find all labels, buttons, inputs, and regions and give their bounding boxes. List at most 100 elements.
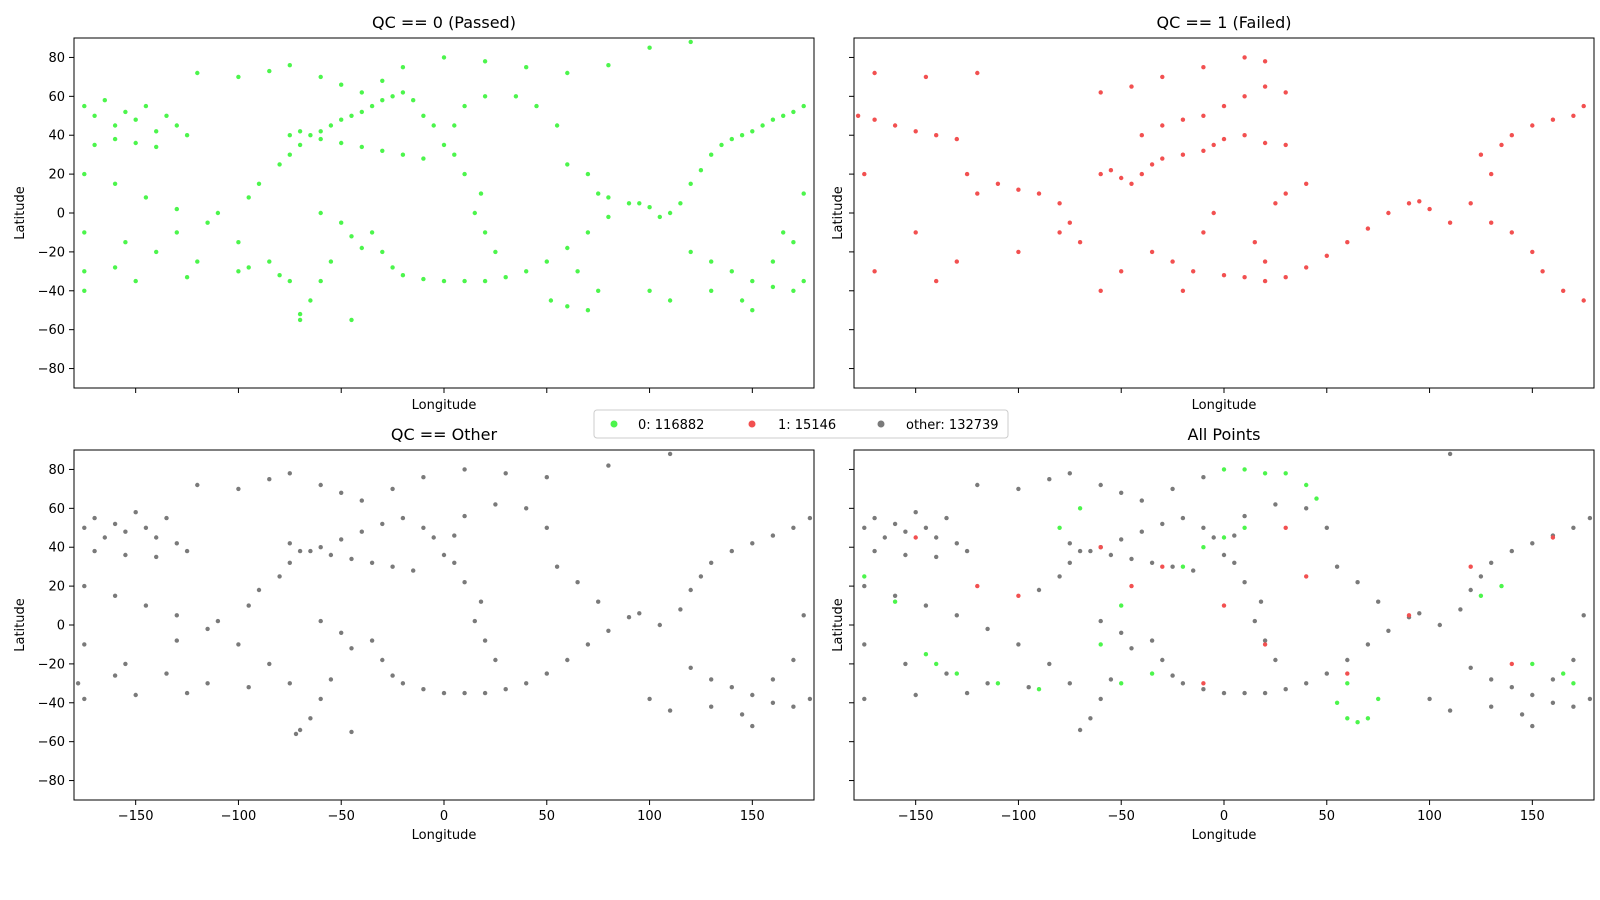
- data-point: [1098, 90, 1103, 95]
- data-point: [318, 545, 323, 550]
- data-point: [308, 548, 313, 554]
- data-point: [565, 657, 570, 663]
- data-point: [524, 269, 529, 274]
- data-point: [1571, 113, 1576, 119]
- data-point: [1201, 230, 1206, 235]
- scatter-points: [82, 39, 806, 323]
- data-point: [195, 259, 200, 264]
- legend-marker-other: [877, 420, 885, 428]
- data-point: [308, 133, 313, 138]
- data-point: [421, 156, 426, 161]
- data-point: [1129, 84, 1134, 89]
- data-point: [380, 657, 385, 663]
- data-point: [781, 113, 786, 119]
- data-point: [369, 230, 375, 235]
- data-point: [318, 482, 323, 488]
- data-point: [339, 220, 344, 225]
- data-point: [339, 82, 344, 87]
- data-point: [1509, 661, 1515, 667]
- data-point: [565, 70, 570, 76]
- data-point: [750, 129, 755, 134]
- data-point: [328, 259, 334, 264]
- x-tick-label: 0: [1220, 809, 1228, 824]
- data-point: [318, 618, 323, 624]
- data-point: [349, 113, 354, 119]
- data-point: [1067, 220, 1073, 225]
- data-point: [892, 599, 898, 604]
- data-point: [154, 129, 159, 134]
- data-point: [328, 552, 334, 558]
- data-point: [1262, 140, 1268, 146]
- data-point: [318, 136, 323, 142]
- data-point: [143, 103, 149, 109]
- y-tick-label: 0: [57, 207, 65, 222]
- data-point: [390, 265, 395, 270]
- data-point: [174, 206, 179, 212]
- data-point: [92, 515, 97, 521]
- legend: 0: 116882 1: 15146 other: 132739: [593, 409, 1009, 439]
- data-point: [1262, 471, 1268, 476]
- data-point: [1139, 498, 1145, 503]
- data-point: [709, 560, 714, 565]
- data-point: [1561, 671, 1566, 676]
- data-point: [565, 245, 570, 251]
- data-point: [1242, 513, 1247, 519]
- data-point: [1262, 690, 1268, 696]
- data-point: [903, 529, 908, 534]
- data-point: [862, 525, 867, 530]
- data-point: [205, 220, 210, 225]
- data-point: [1221, 552, 1227, 558]
- data-point: [657, 622, 662, 628]
- data-point: [791, 525, 796, 530]
- data-point: [637, 611, 642, 616]
- axes-frame: [853, 449, 1595, 801]
- data-point: [246, 685, 251, 690]
- data-point: [246, 265, 251, 270]
- data-point: [1098, 696, 1103, 702]
- data-point: [585, 171, 591, 177]
- data-point: [1406, 613, 1412, 618]
- data-point: [1324, 253, 1330, 258]
- data-point: [709, 677, 714, 682]
- data-point: [688, 39, 693, 45]
- data-point: [112, 265, 118, 270]
- data-point: [462, 171, 467, 177]
- data-point: [1499, 583, 1504, 589]
- data-point: [1129, 181, 1134, 186]
- data-point: [1519, 712, 1525, 717]
- data-point: [308, 298, 313, 303]
- data-point: [1160, 521, 1165, 527]
- data-point: [1478, 593, 1484, 598]
- legend-label-passed: 0: 116882: [638, 418, 704, 433]
- data-point: [791, 240, 796, 245]
- data-point: [1587, 515, 1593, 521]
- data-point: [678, 201, 683, 206]
- data-point: [647, 45, 652, 50]
- data-point: [339, 490, 344, 495]
- data-point: [596, 288, 601, 293]
- data-point: [934, 661, 939, 667]
- data-point: [1550, 117, 1556, 122]
- data-point: [92, 113, 97, 119]
- data-point: [215, 618, 221, 624]
- data-point: [1417, 199, 1422, 204]
- scatter-points: [862, 451, 1593, 733]
- data-point: [1139, 171, 1145, 177]
- data-point: [174, 638, 179, 643]
- data-point: [503, 275, 508, 280]
- data-point: [1211, 210, 1216, 216]
- data-point: [750, 308, 755, 313]
- data-point: [801, 191, 806, 196]
- data-point: [493, 249, 498, 255]
- data-point: [647, 205, 652, 210]
- panel-2: QC == 1 (Failed) Longitude Latitude: [831, 13, 1595, 413]
- y-axis-label: Latitude: [831, 186, 846, 240]
- data-point: [1088, 716, 1093, 721]
- y-axis-label: Latitude: [831, 598, 846, 652]
- data-point: [1458, 607, 1463, 612]
- data-point: [913, 510, 918, 515]
- data-point: [1509, 230, 1515, 235]
- data-point: [123, 529, 128, 534]
- data-point: [647, 696, 652, 702]
- data-point: [380, 78, 385, 84]
